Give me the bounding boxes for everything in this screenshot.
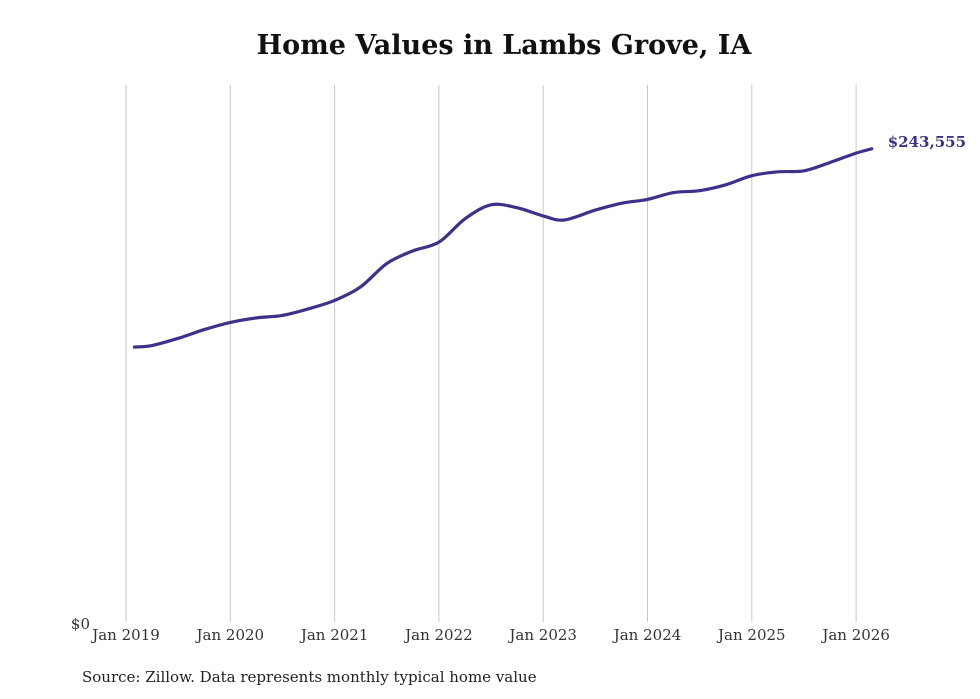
end-value-label: $243,555 <box>888 133 966 151</box>
x-tick-label: Jan 2022 <box>403 626 473 644</box>
axis-labels: Jan 2019 Jan 2020 Jan 2021 Jan 2022 Jan 2023… <box>71 133 966 644</box>
source-note: Source: Zillow. Data represents monthly … <box>82 668 537 686</box>
plot-area <box>132 147 874 349</box>
chart-title: Home Values in Lambs Grove, IA <box>256 30 752 61</box>
x-tick-label: Jan 2024 <box>612 626 682 644</box>
x-tick-label: Jan 2025 <box>716 626 786 644</box>
x-tick-label: Jan 2019 <box>90 626 160 644</box>
y-origin-label: $0 <box>71 615 90 633</box>
series-line <box>132 147 874 349</box>
x-tick-label: Jan 2026 <box>820 626 890 644</box>
x-tick-label: Jan 2023 <box>507 626 577 644</box>
x-tick-label: Jan 2021 <box>299 626 369 644</box>
gridlines <box>125 85 857 622</box>
x-tick-label: Jan 2020 <box>195 626 265 644</box>
